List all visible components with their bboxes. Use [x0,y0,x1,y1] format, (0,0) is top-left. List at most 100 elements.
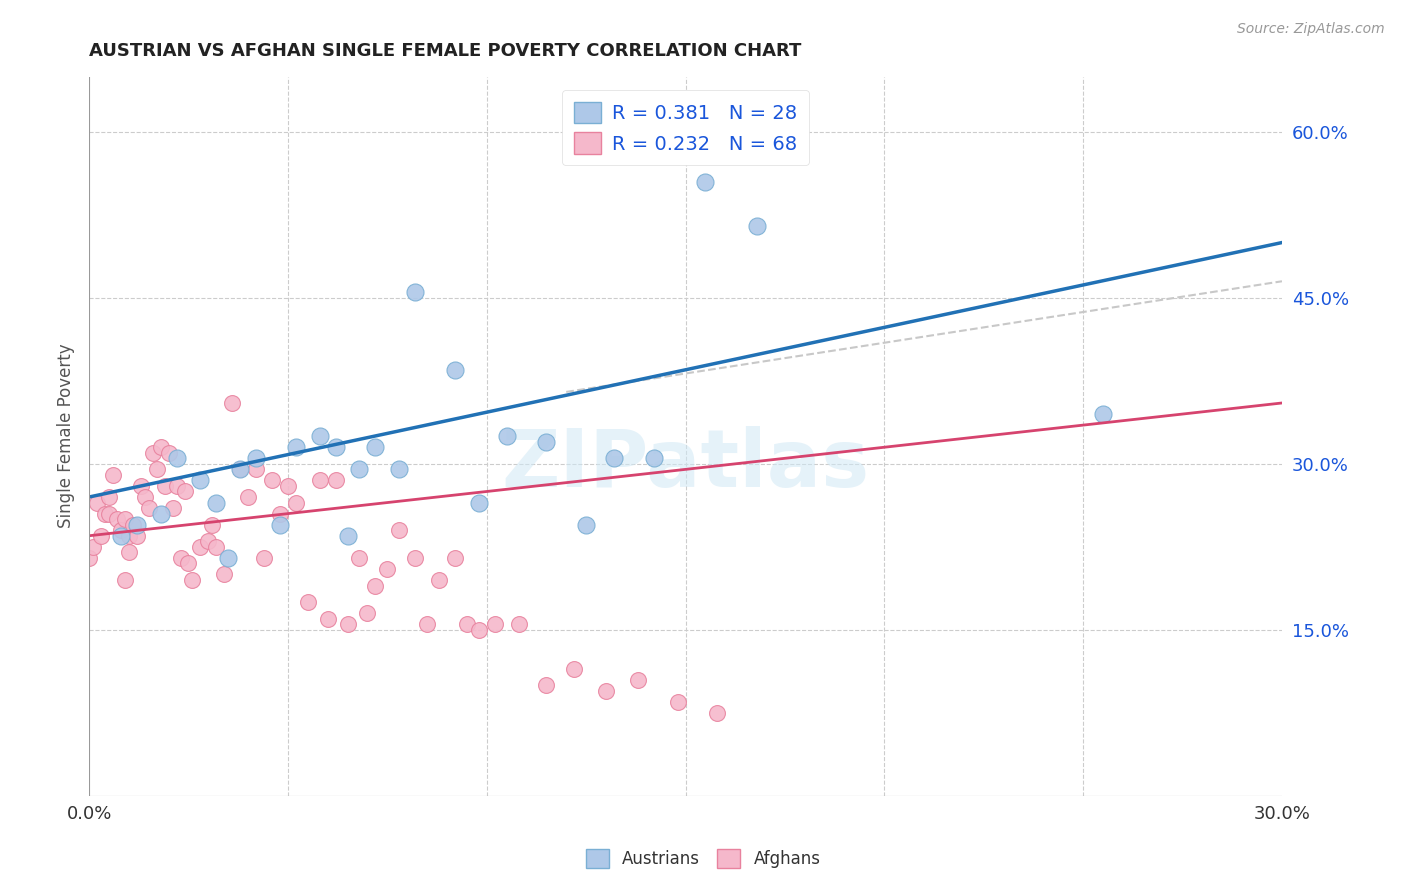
Point [101,467,124,482]
Point [308,474,330,488]
Point [356,606,378,620]
Point [603,451,626,466]
Point [325,474,347,488]
Point [201,517,224,532]
Point [157,446,180,460]
Text: Source: ZipAtlas.com: Source: ZipAtlas.com [1237,22,1385,37]
Y-axis label: Single Female Poverty: Single Female Poverty [58,343,75,528]
Point [562,661,585,675]
Point [404,550,426,565]
Point [325,440,347,454]
Point [364,440,387,454]
Point [121,517,143,532]
Point [375,562,398,576]
Point [316,612,339,626]
Point [82,540,104,554]
Point [308,429,330,443]
Point [166,451,188,466]
Point [536,434,558,449]
Point [205,540,228,554]
Point [575,517,598,532]
Point [145,462,167,476]
Point [173,484,195,499]
Text: AUSTRIAN VS AFGHAN SINGLE FEMALE POVERTY CORRELATION CHART: AUSTRIAN VS AFGHAN SINGLE FEMALE POVERTY… [89,42,801,60]
Point [427,573,450,587]
Point [643,451,665,466]
Point [229,462,252,476]
Point [105,512,128,526]
Point [190,540,212,554]
Point [97,507,120,521]
Point [162,501,184,516]
Point [94,507,117,521]
Point [269,517,291,532]
Point [336,529,359,543]
Point [349,550,371,565]
Point [138,501,160,516]
Point [349,462,371,476]
Point [456,617,478,632]
Point [149,507,172,521]
Point [416,617,439,632]
Point [284,440,307,454]
Point [236,490,259,504]
Point [205,495,228,509]
Point [595,683,617,698]
Legend: Austrians, Afghans: Austrians, Afghans [579,843,827,875]
Point [468,623,491,637]
Point [666,695,689,709]
Point [118,529,141,543]
Point [125,529,148,543]
Point [245,451,267,466]
Point [444,363,467,377]
Point [627,673,650,687]
Point [197,534,219,549]
Point [166,479,188,493]
Point [149,440,172,454]
Point [260,474,283,488]
Point [90,529,112,543]
Point [695,175,717,189]
Point [277,479,299,493]
Point [153,479,176,493]
Point [110,529,132,543]
Point [269,507,291,521]
Point [177,557,200,571]
Point [364,578,387,592]
Point [142,446,165,460]
Point [745,219,768,233]
Point [253,550,276,565]
Point [217,550,239,565]
Point [129,479,152,493]
Point [125,517,148,532]
Point [336,617,359,632]
Point [388,462,411,476]
Point [190,474,212,488]
Point [508,617,530,632]
Point [495,429,517,443]
Point [97,490,120,504]
Point [388,523,411,537]
Point [221,396,243,410]
Text: ZIPatlas: ZIPatlas [502,426,870,504]
Point [484,617,506,632]
Point [706,706,728,720]
Point [536,678,558,692]
Point [297,595,319,609]
Point [404,285,426,300]
Point [169,550,191,565]
Point [1092,407,1115,421]
Point [114,573,136,587]
Point [77,550,100,565]
Point [86,495,108,509]
Point [114,512,136,526]
Point [118,545,141,559]
Point [229,462,252,476]
Point [110,523,132,537]
Point [134,490,156,504]
Legend: R = 0.381   N = 28, R = 0.232   N = 68: R = 0.381 N = 28, R = 0.232 N = 68 [562,90,810,165]
Point [284,495,307,509]
Point [245,462,267,476]
Point [468,495,491,509]
Point [181,573,204,587]
